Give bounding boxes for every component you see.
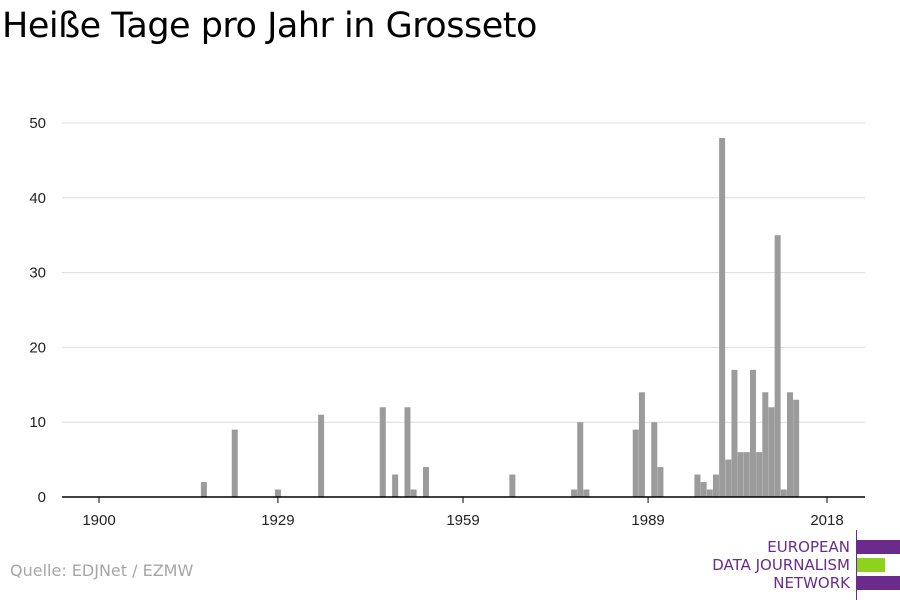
bar [274, 489, 281, 497]
x-tick-label: 1989 [631, 512, 664, 529]
y-tick-label: 30 [29, 265, 46, 282]
edjnet-logo: EUROPEAN DATA JOURNALISM NETWORK [700, 530, 900, 600]
bar [768, 407, 775, 497]
bar [756, 452, 763, 497]
bar [632, 429, 639, 497]
bar [737, 452, 744, 497]
y-tick-label: 0 [38, 489, 46, 506]
bar [577, 422, 584, 497]
source-note: Quelle: EDJNet / EZMW [10, 561, 194, 580]
bars [200, 137, 800, 497]
bar [638, 392, 645, 497]
bar [712, 474, 719, 497]
bar [719, 137, 726, 497]
x-tick-label: 1900 [82, 512, 115, 529]
bar [404, 407, 411, 497]
logo-text: EUROPEAN DATA JOURNALISM NETWORK [712, 538, 850, 592]
logo-bar-top [857, 540, 900, 554]
bar [731, 369, 738, 497]
bar [749, 369, 756, 497]
axes: 0 10 20 30 40 50 1900 1929 1959 1989 2018 [29, 115, 865, 529]
logo-line-1: EUROPEAN [767, 538, 850, 556]
bar [700, 482, 707, 497]
logo-bar-middle [857, 558, 885, 572]
chart-title: Heiße Tage pro Jahr in Grosseto [2, 6, 537, 46]
logo-line-2: DATA JOURNALISM [712, 556, 850, 574]
x-tick-label: 2018 [810, 512, 843, 529]
bar [694, 474, 701, 497]
bar [318, 414, 325, 497]
bar [410, 489, 417, 497]
y-tick-label: 50 [29, 115, 46, 132]
grid-lines [62, 122, 865, 423]
bar [793, 399, 800, 497]
bar [509, 474, 516, 497]
logo-bar-bottom [857, 576, 900, 590]
bar [200, 482, 207, 497]
bar [780, 489, 787, 497]
bar [786, 392, 793, 497]
x-tick-label: 1959 [446, 512, 479, 529]
bar [706, 489, 713, 497]
y-tick-label: 20 [29, 339, 46, 356]
logo-line-3: NETWORK [773, 574, 850, 592]
y-tick-label: 10 [29, 414, 46, 431]
bar [571, 489, 578, 497]
bar [379, 407, 386, 497]
y-tick-label: 40 [29, 190, 46, 207]
logo-divider [856, 530, 857, 600]
bar [583, 489, 590, 497]
bar [774, 235, 781, 497]
bar [762, 392, 769, 497]
x-tick-label: 1929 [261, 512, 294, 529]
bar [743, 452, 750, 497]
bar [231, 429, 238, 497]
bar [725, 459, 732, 497]
bar [392, 474, 399, 497]
bar [422, 467, 429, 497]
bar [651, 422, 658, 497]
bar [657, 467, 664, 497]
